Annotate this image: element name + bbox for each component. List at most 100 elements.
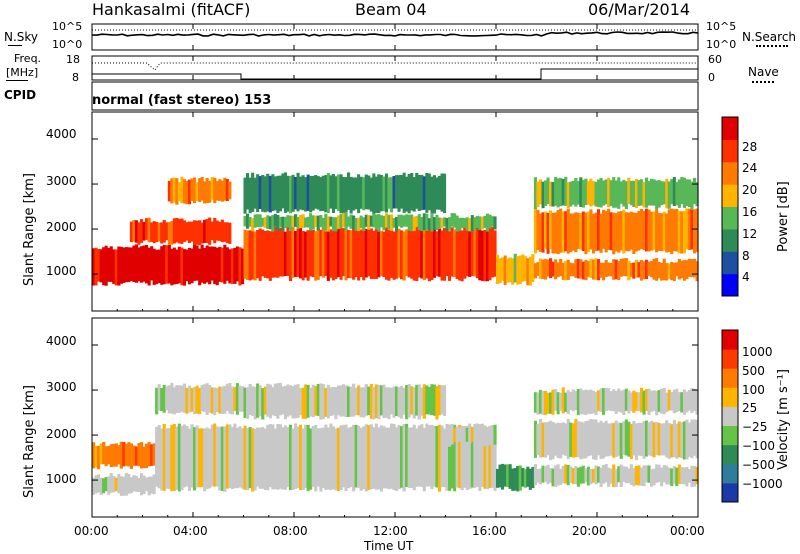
power-band-8-cell-22 <box>589 209 593 250</box>
velocity-band-4-cell-34 <box>329 387 333 416</box>
power-band-1-cell-39 <box>228 222 232 244</box>
power-band-3-cell-34 <box>329 229 333 278</box>
power-band-9-cell-20 <box>584 178 588 205</box>
velocity-band-2-cell-26 <box>220 426 224 491</box>
velocity-band-3-cell-26 <box>220 386 224 414</box>
power-band-0-cell-22 <box>147 247 151 286</box>
power-band-3-cell-46 <box>359 229 363 277</box>
power-band-8-cell-46 <box>650 211 654 251</box>
power-band-7-cell-57 <box>677 258 681 280</box>
velocity-band-8-cell-8 <box>554 423 558 456</box>
power-band-3-cell-12 <box>273 227 277 278</box>
power-band-9-cell-3 <box>541 181 545 209</box>
power-band-1-cell-32 <box>210 221 214 241</box>
power-band-3-cell-48 <box>364 228 368 278</box>
velocity-band-4-cell-14 <box>278 383 282 416</box>
power-band-0-cell-39 <box>190 248 194 284</box>
velocity-band-2-cell-133 <box>490 425 494 488</box>
power-band-8-cell-63 <box>693 209 697 254</box>
velocity-band-8-cell-14 <box>569 422 573 457</box>
time-tick-0: 00:00 <box>74 524 109 538</box>
power-band-3-cell-94 <box>480 230 484 281</box>
power-band-6-cell-7 <box>513 253 517 283</box>
velocity-band-8-cell-25 <box>597 422 601 456</box>
power-band-3-cell-28 <box>314 231 318 281</box>
velocity-band-0-cell-10 <box>117 473 121 494</box>
power-band-7-cell-21 <box>586 261 590 277</box>
velocity-band-4-cell-22 <box>299 387 303 416</box>
power-band-4-cell-25 <box>306 216 310 228</box>
power-band-1-cell-33 <box>213 217 217 244</box>
power-band-8-cell-62 <box>690 209 694 250</box>
power-band-4-cell-84 <box>455 215 459 232</box>
power-band-3-cell-64 <box>405 229 409 277</box>
power-band-7-cell-42 <box>639 260 643 281</box>
power-band-5-cell-71 <box>422 176 426 210</box>
power-colorbar-segment-3 <box>722 206 738 230</box>
velocity-band-8-cell-1 <box>536 423 540 456</box>
velocity-band-0-cell-2 <box>97 474 101 493</box>
velocity-band-6-cell-4 <box>506 464 510 488</box>
power-band-5-cell-7 <box>261 175 265 212</box>
power-band-8-cell-26 <box>599 213 603 253</box>
velocity-band-2-cell-3 <box>162 424 166 491</box>
velocity-band-2-cell-58 <box>301 428 305 490</box>
power-band-4-cell-91 <box>473 217 477 231</box>
velocity-band-9-cell-14 <box>569 392 573 411</box>
power-band-8-cell-55 <box>672 209 676 252</box>
power-band-3-cell-57 <box>387 230 391 281</box>
power-band-7-cell-45 <box>647 261 651 276</box>
velocity-colorbar-segment-1 <box>722 463 738 484</box>
velocity-band-7-cell-52 <box>665 465 669 485</box>
power-band-5-cell-8 <box>263 176 267 213</box>
velocity-band-2-cell-35 <box>243 425 247 490</box>
power-band-2-cell-6 <box>182 179 186 204</box>
power-band-1-cell-13 <box>162 219 166 243</box>
power-band-4-cell-75 <box>432 217 436 230</box>
velocity-band-8-cell-39 <box>632 421 636 456</box>
power-band-9-cell-48 <box>655 180 659 209</box>
velocity-band-3-cell-24 <box>215 387 219 413</box>
velocity-band-2-cell-122 <box>463 425 467 488</box>
power-colorbar-segment-0 <box>722 273 738 297</box>
power-band-3-cell-91 <box>473 228 477 277</box>
power-band-9-cell-63 <box>693 177 697 205</box>
velocity-band-8-cell-23 <box>592 419 596 460</box>
power-band-3-cell-96 <box>485 227 489 282</box>
power-band-3-cell-77 <box>437 228 441 277</box>
velocity-band-4-cell-33 <box>326 384 330 419</box>
power-band-8-cell-48 <box>655 208 659 253</box>
velocity-cb-tick-5: −100 <box>742 439 775 453</box>
velocity-band-7-cell-32 <box>614 469 618 488</box>
power-band-8-cell-36 <box>624 212 628 251</box>
power-band-8-cell-33 <box>617 211 621 253</box>
velocity-band-4-cell-5 <box>256 383 260 418</box>
power-band-3-cell-50 <box>369 228 373 279</box>
velocity-band-3-cell-18 <box>200 385 204 412</box>
power-band-5-cell-23 <box>301 175 305 211</box>
power-band-9-cell-50 <box>660 181 664 206</box>
freq-label-line2: [MHz] <box>6 66 39 79</box>
power-band-3-cell-19 <box>291 226 295 278</box>
power-cb-tick-8: 8 <box>742 249 750 263</box>
velocity-band-3-cell-14 <box>190 387 194 412</box>
power-band-8-cell-16 <box>574 212 578 253</box>
velocity-band-7-cell-6 <box>549 468 553 483</box>
velocity-ytick-3000: 3000 <box>46 380 77 394</box>
velocity-band-2-cell-89 <box>379 425 383 492</box>
velocity-band-2-cell-113 <box>440 425 444 488</box>
power-band-7-cell-27 <box>602 262 606 281</box>
velocity-cb-tick-6: −500 <box>742 458 775 472</box>
velocity-band-7-cell-17 <box>576 467 580 487</box>
velocity-band-2-cell-129 <box>480 427 484 487</box>
power-band-8-cell-17 <box>576 212 580 249</box>
power-band-3-cell-68 <box>415 227 419 281</box>
power-band-9-cell-58 <box>680 177 684 205</box>
velocity-band-0-cell-21 <box>145 477 149 491</box>
velocity-band-2-cell-68 <box>326 427 330 490</box>
power-band-4-cell-36 <box>334 217 338 232</box>
power-band-3-cell-8 <box>263 231 267 278</box>
velocity-band-8-cell-22 <box>589 419 593 456</box>
power-band-0-cell-18 <box>137 247 141 282</box>
velocity-band-3-cell-1 <box>157 384 161 411</box>
